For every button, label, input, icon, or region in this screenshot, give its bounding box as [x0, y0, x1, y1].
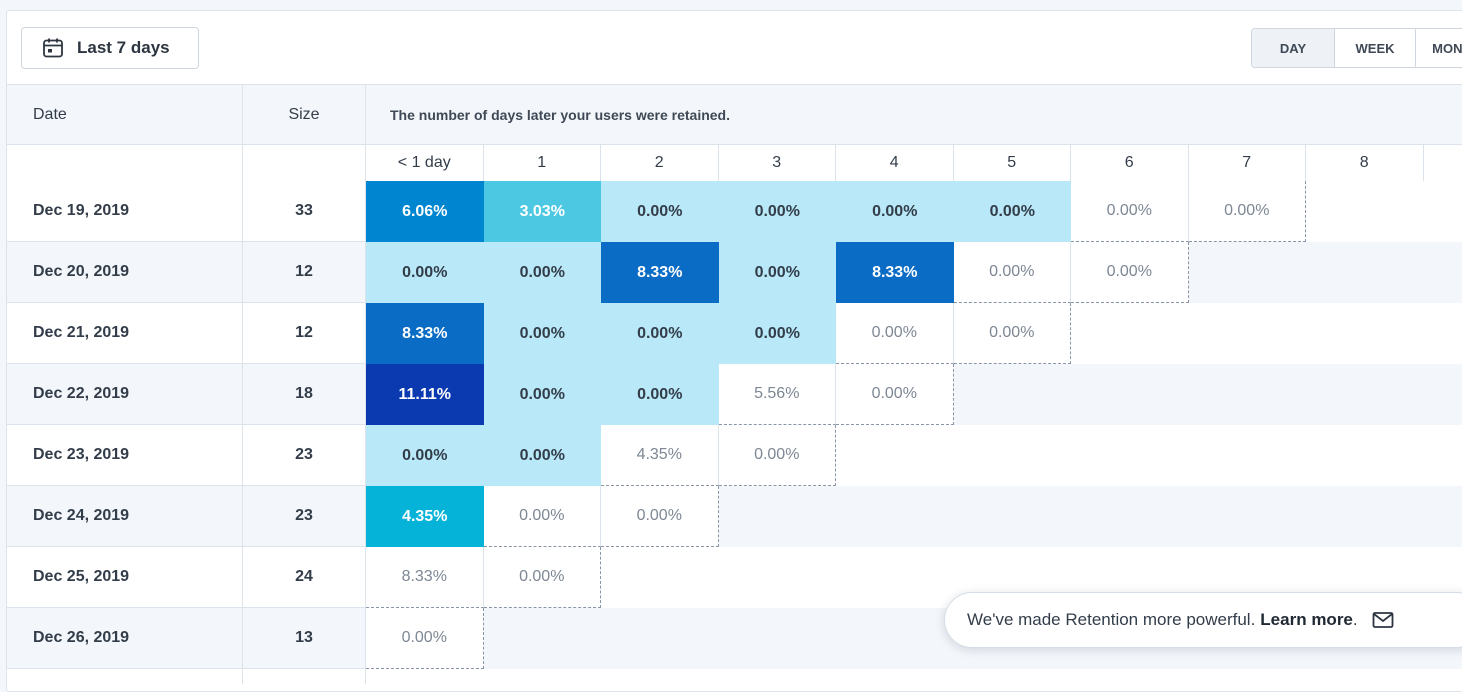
- row-divider: [7, 668, 367, 669]
- cohort-size: 33: [295, 202, 313, 219]
- cohort-size: 13: [295, 629, 313, 646]
- retention-cell[interactable]: 0.00%: [483, 486, 601, 547]
- cohort-size: 12: [295, 263, 313, 280]
- table-row[interactable]: Dec 19, 2019 33: [7, 181, 1462, 242]
- calendar-icon: [43, 38, 63, 58]
- cohort-size: 24: [295, 568, 313, 585]
- retention-cell[interactable]: 0.00%: [718, 303, 836, 364]
- retention-cell[interactable]: 0.00%: [483, 547, 601, 608]
- cohort-size: 18: [295, 385, 313, 402]
- table-row[interactable]: Dec 21, 2019 12: [7, 303, 1462, 364]
- row-divider: [7, 546, 367, 547]
- retention-cell[interactable]: 4.35%: [366, 486, 484, 547]
- retention-description: The number of days later your users were…: [390, 106, 730, 123]
- retention-cell[interactable]: 0.00%: [483, 242, 601, 303]
- retention-cell[interactable]: 0.00%: [953, 181, 1071, 242]
- row-divider: [7, 424, 367, 425]
- cohort-date: Dec 22, 2019: [33, 385, 130, 402]
- retention-cell[interactable]: 0.00%: [836, 364, 954, 425]
- retention-cell[interactable]: 0.00%: [718, 242, 836, 303]
- retention-cell[interactable]: 0.00%: [483, 425, 601, 486]
- day-columns-header: < 1 day 1 2 3 4 5 6 7 8: [7, 145, 1462, 181]
- retention-cell[interactable]: 0.00%: [483, 364, 601, 425]
- divider: [365, 84, 366, 684]
- size-column-header[interactable]: Size: [288, 105, 320, 123]
- retention-cell[interactable]: 8.33%: [366, 303, 484, 364]
- date-column-header[interactable]: Date: [33, 105, 67, 123]
- date-range-button[interactable]: Last 7 days: [21, 27, 199, 69]
- row-divider: [7, 607, 367, 608]
- retention-cell[interactable]: 0.00%: [953, 242, 1071, 303]
- cohort-date: Dec 25, 2019: [33, 568, 130, 585]
- retention-cell[interactable]: 6.06%: [366, 181, 484, 242]
- retention-cell[interactable]: 8.33%: [366, 547, 484, 608]
- day-column-header: 8: [1306, 145, 1424, 181]
- granularity-day[interactable]: DAY: [1252, 29, 1335, 67]
- toast-message: We've made Retention more powerful.: [967, 610, 1256, 629]
- retention-cell[interactable]: 0.00%: [718, 425, 836, 486]
- retention-cell[interactable]: 0.00%: [953, 303, 1071, 364]
- retention-cell[interactable]: 0.00%: [366, 425, 484, 486]
- day-column-header: 6: [1071, 145, 1189, 181]
- row-divider: [7, 302, 367, 303]
- day-column-header: 7: [1189, 145, 1306, 181]
- retention-cell[interactable]: 0.00%: [601, 364, 719, 425]
- granularity-toggle: DAY WEEK MONTH: [1251, 28, 1462, 68]
- retention-cell[interactable]: 5.56%: [718, 364, 836, 425]
- day-column-header: 3: [719, 145, 836, 181]
- retention-cell[interactable]: 0.00%: [483, 303, 601, 364]
- retention-cell[interactable]: 3.03%: [483, 181, 601, 242]
- cohort-date: Dec 24, 2019: [33, 507, 130, 524]
- toolbar: Last 7 days DAY WEEK MONTH: [7, 11, 1462, 84]
- row-divider: [7, 363, 367, 364]
- day-column-header: 5: [954, 145, 1071, 181]
- retention-cell[interactable]: 8.33%: [601, 242, 719, 303]
- retention-cell[interactable]: 0.00%: [1071, 181, 1189, 242]
- day-column-header: 4: [836, 145, 954, 181]
- retention-cell[interactable]: 0.00%: [601, 303, 719, 364]
- row-divider: [7, 241, 367, 242]
- retention-cell[interactable]: 0.00%: [836, 303, 954, 364]
- retention-cell[interactable]: 0.00%: [718, 181, 836, 242]
- divider: [242, 84, 243, 684]
- announcement-toast: We've made Retention more powerful. Lear…: [944, 592, 1462, 648]
- table-row[interactable]: Dec 25, 2019 24: [7, 547, 1462, 608]
- granularity-week[interactable]: WEEK: [1335, 29, 1416, 67]
- retention-cell[interactable]: 0.00%: [836, 181, 954, 242]
- cohort-date: Dec 20, 2019: [33, 263, 130, 280]
- date-range-label: Last 7 days: [77, 38, 170, 57]
- cohort-date: Dec 26, 2019: [33, 629, 130, 646]
- retention-cell[interactable]: 0.00%: [366, 242, 484, 303]
- day-column-header: 1: [484, 145, 601, 181]
- retention-cell[interactable]: 0.00%: [601, 181, 719, 242]
- retention-cell[interactable]: 0.00%: [366, 608, 484, 669]
- retention-cell[interactable]: 4.35%: [601, 425, 719, 486]
- retention-cell[interactable]: 8.33%: [836, 242, 954, 303]
- retention-cell[interactable]: 0.00%: [1188, 181, 1306, 242]
- learn-more-link[interactable]: Learn more: [1260, 610, 1353, 629]
- granularity-month[interactable]: MONTH: [1432, 40, 1462, 56]
- cohort-date: Dec 23, 2019: [33, 446, 130, 463]
- table-header: Date Size The number of days later your …: [7, 84, 1462, 145]
- cohort-date: Dec 19, 2019: [33, 202, 130, 219]
- toast-period: .: [1352, 610, 1358, 629]
- day-column-header: < 1 day: [366, 145, 484, 181]
- retention-cell[interactable]: 0.00%: [601, 486, 719, 547]
- day-column-header: 2: [601, 145, 719, 181]
- retention-cell[interactable]: 0.00%: [1071, 242, 1189, 303]
- table-row[interactable]: Dec 24, 2019 23: [7, 486, 1462, 547]
- retention-cell[interactable]: 11.11%: [366, 364, 484, 425]
- retention-panel: Last 7 days DAY WEEK MONTH Date Size The…: [6, 10, 1462, 692]
- cohort-size: 12: [295, 324, 313, 341]
- table-row[interactable]: Dec 23, 2019 23: [7, 425, 1462, 486]
- cohort-size: 23: [295, 446, 313, 463]
- row-divider: [7, 485, 367, 486]
- cohort-date: Dec 21, 2019: [33, 324, 130, 341]
- cohort-size: 23: [295, 507, 313, 524]
- mail-icon[interactable]: [1372, 611, 1394, 629]
